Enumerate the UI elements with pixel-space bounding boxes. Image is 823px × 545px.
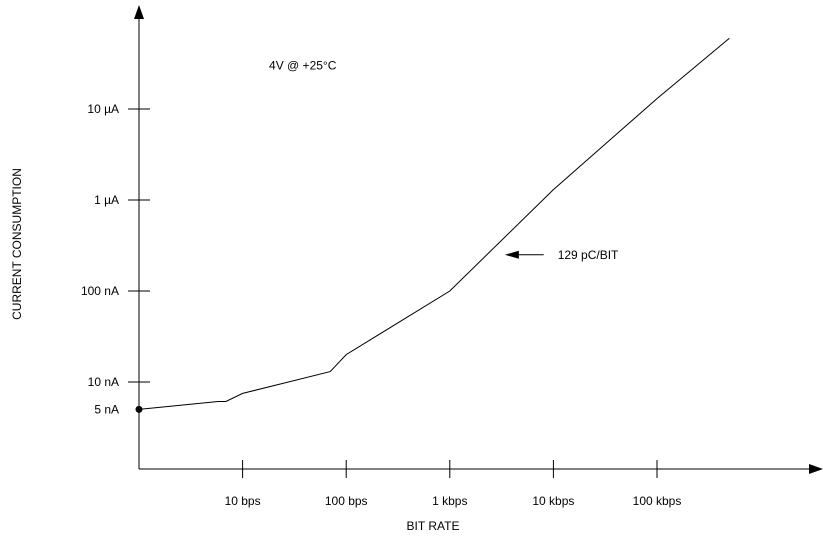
x-tick-label: 100 kbps — [633, 494, 682, 508]
series-line — [138, 37, 730, 410]
y-tick-label: 1 µA — [94, 193, 119, 207]
x-tick-label: 100 bps — [325, 494, 368, 508]
y-ticks: 5 nA 10 nA 100 nA 1 µA 10 µA — [81, 102, 150, 416]
annotation-text: 4V @ +25°C — [269, 59, 337, 73]
y-tick-label: 5 nA — [94, 402, 119, 416]
series-layer — [135, 37, 730, 413]
axes — [134, 5, 823, 474]
x-axis-label: BIT RATE — [407, 519, 460, 533]
x-tick-label: 1 kbps — [432, 494, 467, 508]
x-ticks: 10 bps 100 bps 1 kbps 10 kbps 100 kbps — [225, 460, 682, 508]
x-tick-label: 10 kbps — [532, 494, 574, 508]
annotation-arrowhead — [504, 250, 519, 259]
y-axis-label: CURRENT CONSUMPTION — [10, 168, 24, 320]
y-axis-arrowhead — [134, 5, 144, 19]
annotation-layer: 4V @ +25°C 129 pC/BIT — [269, 59, 619, 262]
y-tick-label: 10 µA — [87, 102, 119, 116]
start-point-marker — [135, 405, 143, 413]
annotation-text: 129 pC/BIT — [558, 248, 619, 262]
y-tick-label: 100 nA — [81, 284, 119, 298]
x-tick-label: 10 bps — [225, 494, 261, 508]
x-axis-arrowhead — [809, 464, 823, 474]
y-tick-label: 10 nA — [88, 375, 119, 389]
